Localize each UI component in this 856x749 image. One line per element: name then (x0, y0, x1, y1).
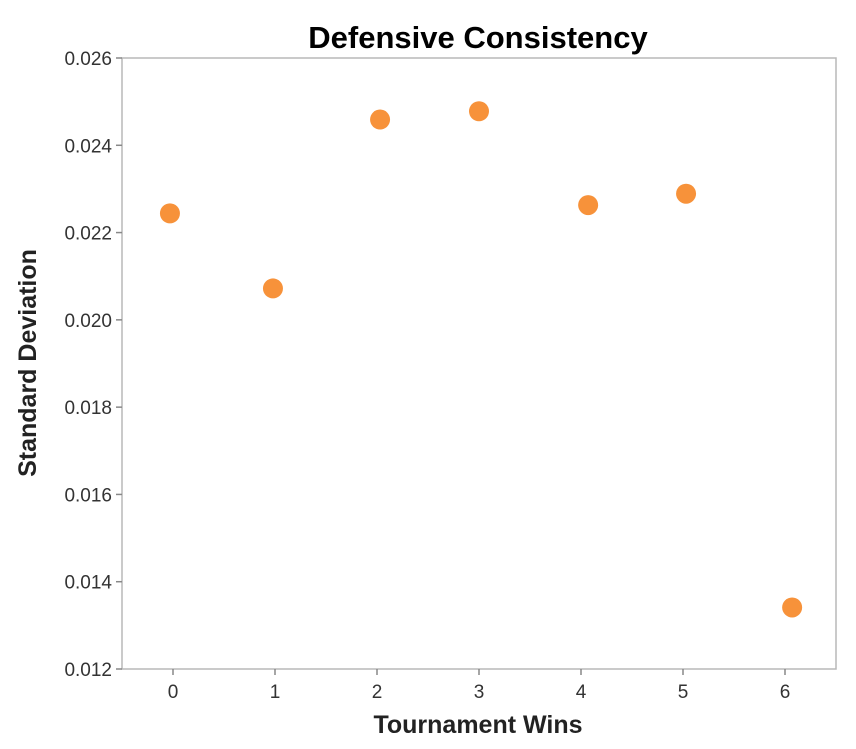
data-points (159, 101, 803, 618)
y-tick-label: 0.016 (64, 485, 112, 506)
x-tick-label: 5 (678, 682, 689, 703)
data-point (676, 183, 697, 204)
data-point (469, 101, 489, 122)
y-axis: 0.012 0.014 0.016 0.018 0.020 0.022 0.024 0.026 (64, 49, 122, 681)
x-tick-label: 0 (168, 682, 179, 703)
x-tick-label: 1 (270, 682, 281, 703)
y-tick-label: 0.026 (64, 49, 112, 70)
x-tick-label: 3 (474, 682, 485, 703)
plot-area (121, 57, 837, 670)
y-tick-label: 0.012 (64, 660, 112, 681)
data-point (782, 597, 803, 618)
y-tick-label: 0.024 (64, 136, 112, 157)
x-tick-label: 4 (576, 682, 587, 703)
x-tick-label: 2 (372, 682, 383, 703)
y-tick-label: 0.020 (64, 311, 112, 332)
y-tick-label: 0.022 (64, 224, 112, 245)
x-tick-label: 6 (780, 682, 791, 703)
data-point (578, 195, 599, 216)
data-point (159, 203, 180, 224)
x-axis-title: Tournament Wins (373, 711, 582, 739)
chart-title: Defensive Consistency (308, 20, 648, 55)
data-point (262, 278, 283, 299)
data-point (370, 109, 391, 130)
y-tick-label: 0.018 (64, 398, 112, 419)
y-axis-title: Standard Deviation (14, 249, 42, 477)
x-axis: 0 1 2 3 4 5 6 (168, 669, 791, 703)
y-tick-label: 0.014 (64, 573, 112, 594)
